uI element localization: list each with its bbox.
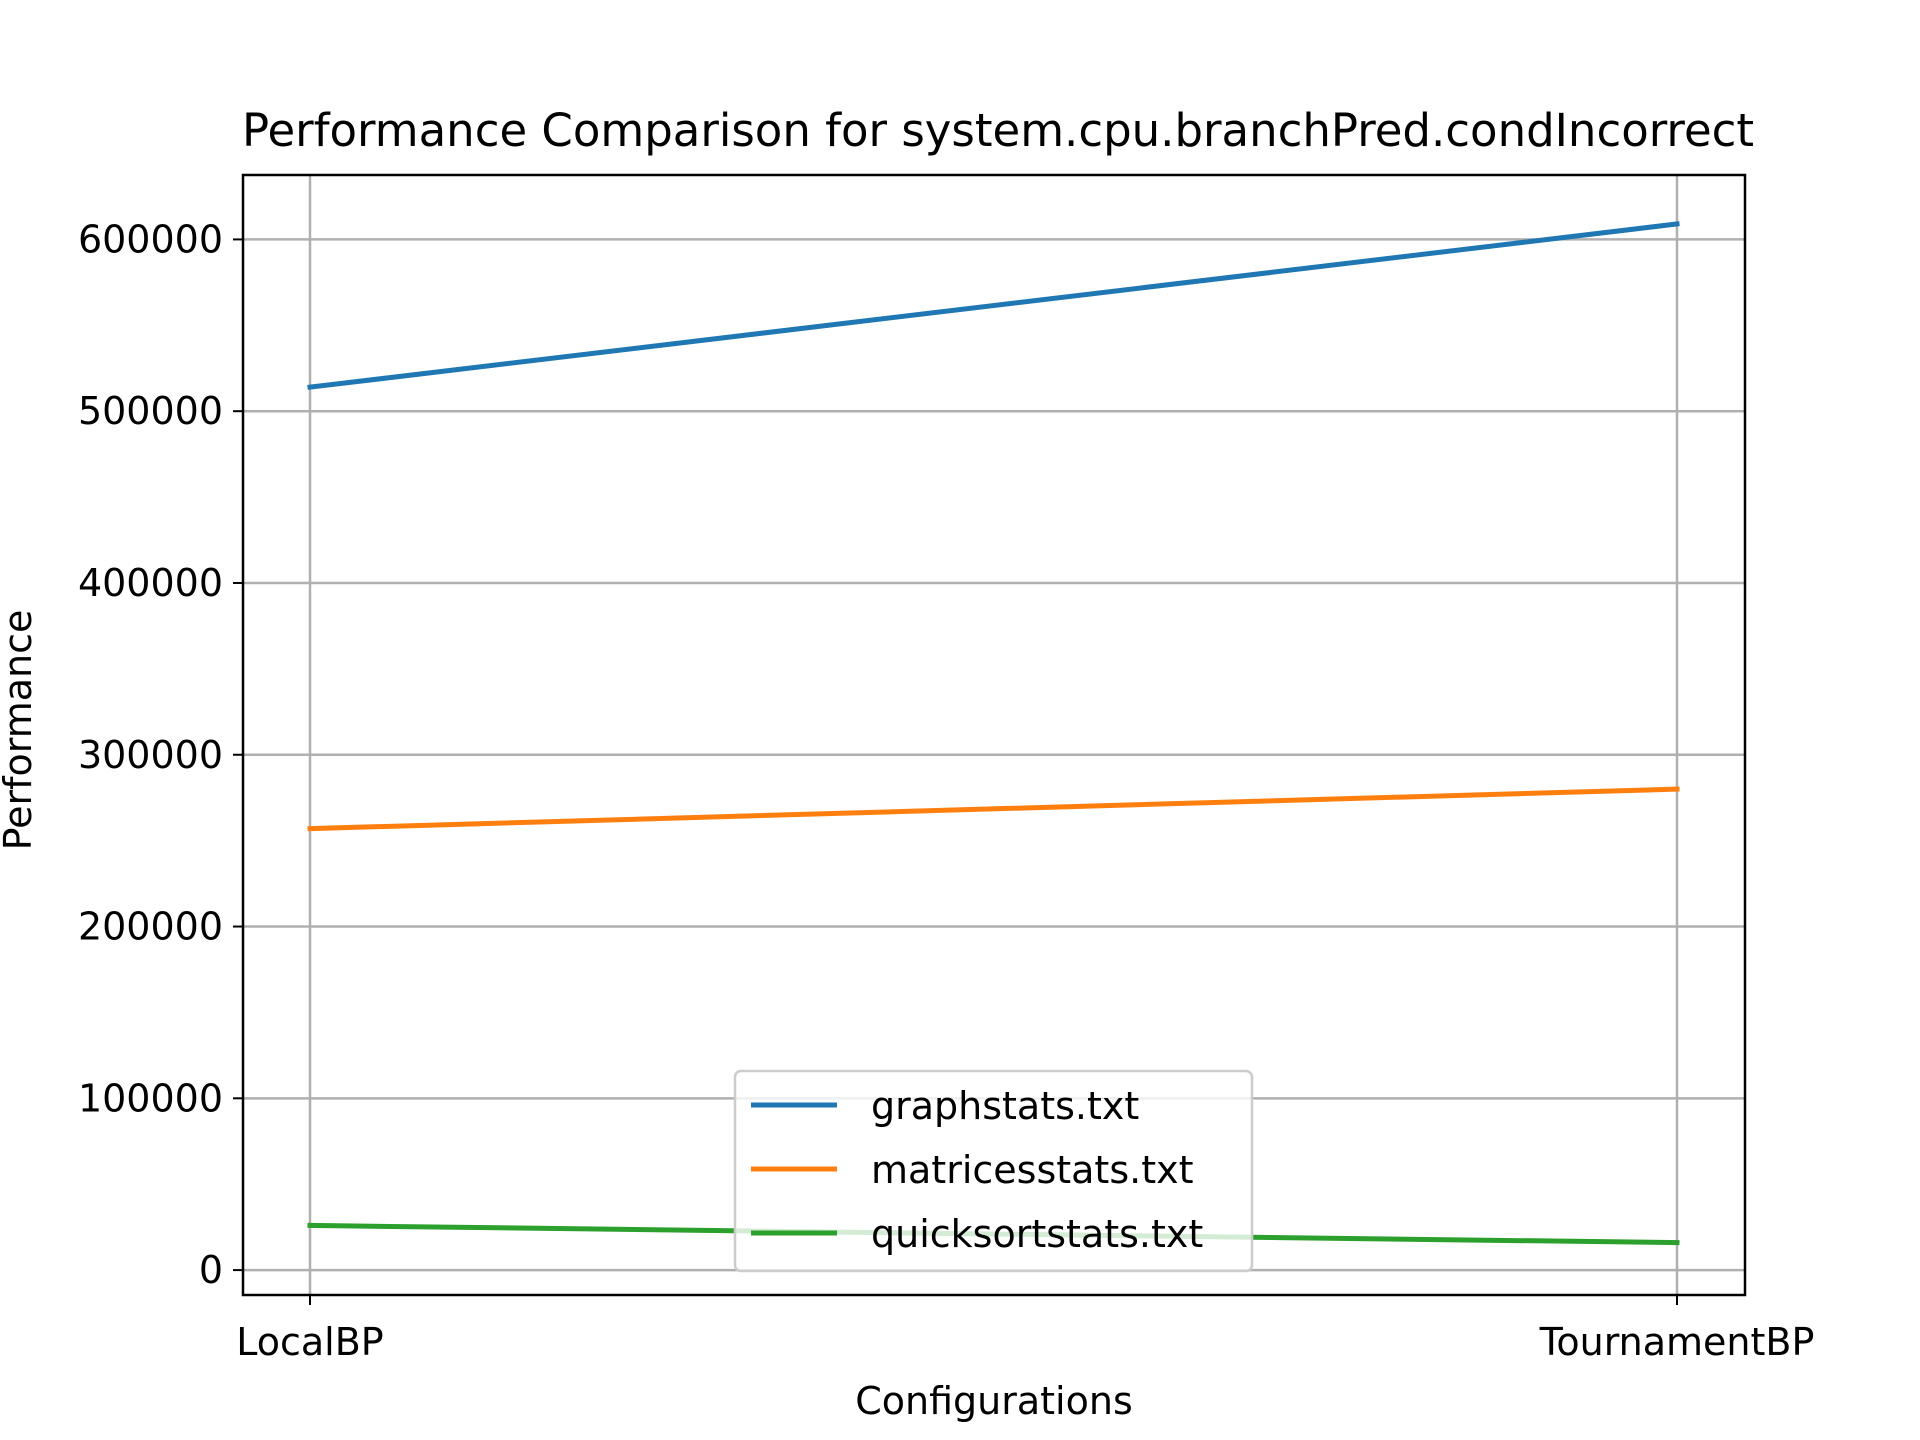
series-line-graphstats-txt xyxy=(307,221,1680,390)
y-tick-label: 0 xyxy=(199,1248,223,1292)
legend-box xyxy=(733,1069,1254,1273)
legend-label: graphstats.txt xyxy=(871,1084,1139,1128)
y-tick-label: 400000 xyxy=(78,561,223,605)
legend: graphstats.txt matricesstats.txt quicksort… xyxy=(733,1069,1254,1273)
y-tick-label: 600000 xyxy=(78,217,223,261)
series-line-matricesstats-txt xyxy=(307,786,1680,832)
y-axis-label: Performance xyxy=(0,610,40,851)
x-axis-label: Configurations xyxy=(855,1379,1133,1423)
x-tick-label: LocalBP xyxy=(236,1320,383,1364)
legend-label: matricesstats.txt xyxy=(871,1148,1194,1192)
x-tick-label: TournamentBP xyxy=(1539,1320,1815,1364)
grid xyxy=(243,175,1745,1295)
plot-frame xyxy=(241,173,1747,1297)
legend-label: quicksortstats.txt xyxy=(871,1212,1203,1256)
chart-title: Performance Comparison for system.cpu.br… xyxy=(242,104,1754,157)
y-tick-label: 100000 xyxy=(78,1076,223,1120)
axis-ticks: 0 100000 200000 300000 400000 500000 600000 Loc… xyxy=(78,217,1814,1364)
y-tick-label: 300000 xyxy=(78,733,223,777)
y-tick-label: 200000 xyxy=(78,905,223,949)
y-tick-label: 500000 xyxy=(78,389,223,433)
